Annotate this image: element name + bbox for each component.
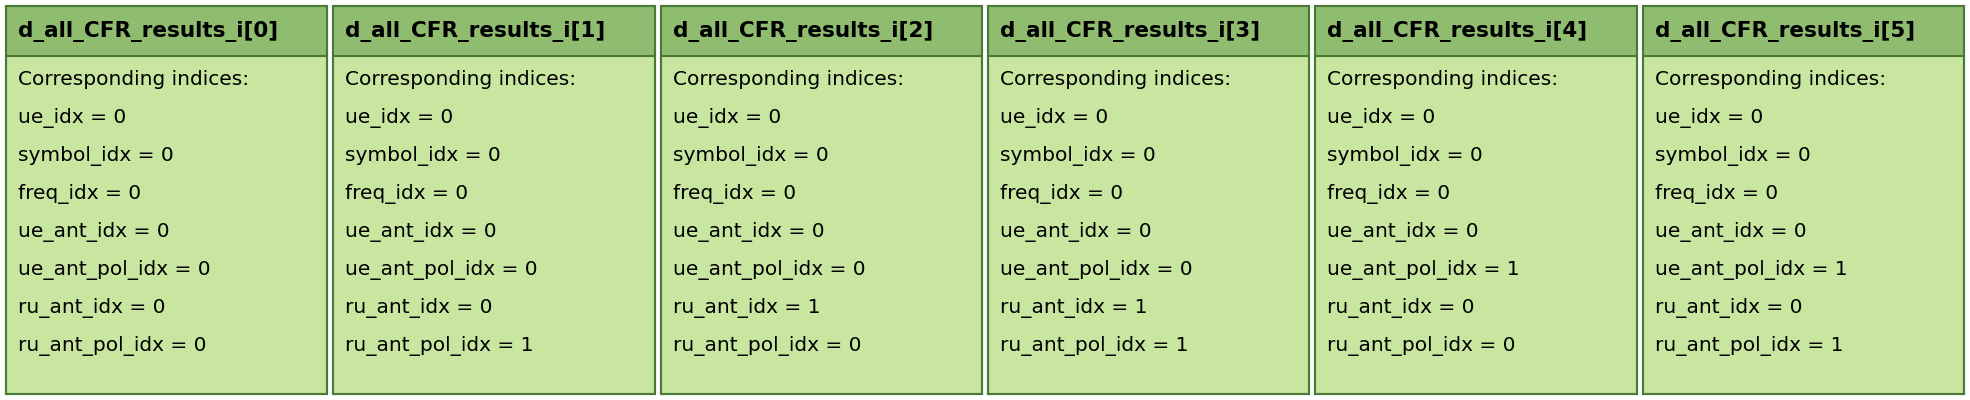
Bar — [660, 56, 981, 394]
Text: ue_ant_idx = 0: ue_ant_idx = 0 — [345, 222, 496, 242]
Text: Corresponding indices:: Corresponding indices: — [672, 70, 904, 89]
Text: Corresponding indices:: Corresponding indices: — [1655, 70, 1885, 89]
Text: Corresponding indices:: Corresponding indices: — [1001, 70, 1231, 89]
Text: d_all_CFR_results_i[0]: d_all_CFR_results_i[0] — [18, 20, 278, 42]
Text: freq_idx = 0: freq_idx = 0 — [345, 184, 469, 204]
Text: ru_ant_idx = 0: ru_ant_idx = 0 — [18, 298, 165, 318]
Text: ru_ant_pol_idx = 1: ru_ant_pol_idx = 1 — [1655, 336, 1844, 356]
Text: symbol_idx = 0: symbol_idx = 0 — [1001, 146, 1156, 166]
Text: ue_idx = 0: ue_idx = 0 — [1001, 108, 1109, 128]
Bar — [1316, 56, 1637, 394]
Text: ue_ant_pol_idx = 0: ue_ant_pol_idx = 0 — [1001, 260, 1192, 280]
Text: ue_ant_idx = 0: ue_ant_idx = 0 — [1655, 222, 1806, 242]
Text: ue_ant_idx = 0: ue_ant_idx = 0 — [1328, 222, 1479, 242]
Text: freq_idx = 0: freq_idx = 0 — [1001, 184, 1123, 204]
Text: symbol_idx = 0: symbol_idx = 0 — [672, 146, 829, 166]
Text: ue_idx = 0: ue_idx = 0 — [1655, 108, 1763, 128]
Bar — [6, 6, 327, 394]
Bar — [6, 56, 327, 394]
Text: d_all_CFR_results_i[1]: d_all_CFR_results_i[1] — [345, 20, 605, 42]
Text: ru_ant_pol_idx = 1: ru_ant_pol_idx = 1 — [345, 336, 534, 356]
Bar — [989, 6, 1310, 394]
Text: ru_ant_idx = 0: ru_ant_idx = 0 — [1328, 298, 1476, 318]
Text: ru_ant_pol_idx = 1: ru_ant_pol_idx = 1 — [1001, 336, 1188, 356]
Text: ru_ant_idx = 0: ru_ant_idx = 0 — [1655, 298, 1803, 318]
Text: d_all_CFR_results_i[5]: d_all_CFR_results_i[5] — [1655, 20, 1915, 42]
Text: symbol_idx = 0: symbol_idx = 0 — [345, 146, 500, 166]
Bar — [333, 6, 654, 56]
Text: ru_ant_pol_idx = 0: ru_ant_pol_idx = 0 — [18, 336, 207, 356]
Bar — [1643, 6, 1964, 394]
Text: d_all_CFR_results_i[3]: d_all_CFR_results_i[3] — [1001, 20, 1261, 42]
Text: Corresponding indices:: Corresponding indices: — [1328, 70, 1558, 89]
Bar — [1643, 56, 1964, 394]
Bar — [989, 56, 1310, 394]
Text: ue_ant_pol_idx = 0: ue_ant_pol_idx = 0 — [345, 260, 538, 280]
Text: ue_idx = 0: ue_idx = 0 — [672, 108, 780, 128]
Text: symbol_idx = 0: symbol_idx = 0 — [18, 146, 173, 166]
Text: ru_ant_idx = 1: ru_ant_idx = 1 — [1001, 298, 1147, 318]
Bar — [333, 6, 654, 394]
Text: d_all_CFR_results_i[4]: d_all_CFR_results_i[4] — [1328, 20, 1588, 42]
Text: ue_idx = 0: ue_idx = 0 — [1328, 108, 1436, 128]
Bar — [660, 6, 981, 56]
Bar — [333, 56, 654, 394]
Text: ru_ant_pol_idx = 0: ru_ant_pol_idx = 0 — [672, 336, 861, 356]
Text: freq_idx = 0: freq_idx = 0 — [18, 184, 142, 204]
Text: freq_idx = 0: freq_idx = 0 — [1655, 184, 1777, 204]
Text: freq_idx = 0: freq_idx = 0 — [1328, 184, 1450, 204]
Text: symbol_idx = 0: symbol_idx = 0 — [1655, 146, 1810, 166]
Text: ru_ant_pol_idx = 0: ru_ant_pol_idx = 0 — [1328, 336, 1515, 356]
Text: ue_ant_idx = 0: ue_ant_idx = 0 — [672, 222, 823, 242]
Text: ue_ant_pol_idx = 0: ue_ant_pol_idx = 0 — [18, 260, 211, 280]
Text: ue_ant_pol_idx = 1: ue_ant_pol_idx = 1 — [1328, 260, 1521, 280]
Text: ue_ant_pol_idx = 1: ue_ant_pol_idx = 1 — [1655, 260, 1848, 280]
Bar — [6, 6, 327, 56]
Bar — [989, 6, 1310, 56]
Text: ue_ant_pol_idx = 0: ue_ant_pol_idx = 0 — [672, 260, 865, 280]
Text: Corresponding indices:: Corresponding indices: — [345, 70, 577, 89]
Text: ue_ant_idx = 0: ue_ant_idx = 0 — [1001, 222, 1152, 242]
Text: symbol_idx = 0: symbol_idx = 0 — [1328, 146, 1483, 166]
Text: ru_ant_idx = 1: ru_ant_idx = 1 — [672, 298, 820, 318]
Text: freq_idx = 0: freq_idx = 0 — [672, 184, 796, 204]
Text: Corresponding indices:: Corresponding indices: — [18, 70, 248, 89]
Bar — [1316, 6, 1637, 394]
Text: ue_ant_idx = 0: ue_ant_idx = 0 — [18, 222, 169, 242]
Bar — [660, 6, 981, 394]
Text: ru_ant_idx = 0: ru_ant_idx = 0 — [345, 298, 492, 318]
Text: ue_idx = 0: ue_idx = 0 — [18, 108, 126, 128]
Text: ue_idx = 0: ue_idx = 0 — [345, 108, 453, 128]
Bar — [1643, 6, 1964, 56]
Text: d_all_CFR_results_i[2]: d_all_CFR_results_i[2] — [672, 20, 934, 42]
Bar — [1316, 6, 1637, 56]
